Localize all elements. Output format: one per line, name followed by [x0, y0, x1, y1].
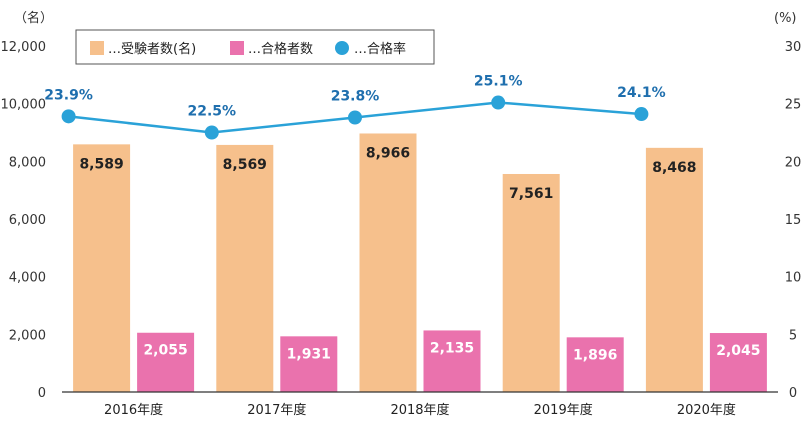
legend-swatch-applicants: [90, 41, 104, 55]
right-tick-label: 25: [785, 98, 802, 113]
left-tick-label: 2,000: [9, 328, 46, 343]
legend-label-pass-rate: …合格率: [354, 41, 406, 57]
bar-label-passers: 2,045: [716, 343, 760, 359]
pass-rate-point: [204, 125, 219, 140]
pass-rate-label: 23.9%: [44, 87, 93, 103]
left-tick-label: 4,000: [9, 271, 46, 286]
legend-marker-pass-rate: [335, 41, 349, 55]
bar-applicants: [359, 133, 417, 392]
bar-label-passers: 1,931: [287, 346, 331, 362]
bar-label-applicants: 8,468: [652, 160, 696, 176]
left-axis-unit: （名）: [14, 10, 53, 26]
pass-rate-label: 22.5%: [188, 104, 237, 120]
legend-swatch-passers: [230, 41, 244, 55]
x-category-label: 2017年度: [247, 402, 306, 418]
bar-label-passers: 2,055: [143, 343, 187, 359]
pass-rate-point: [491, 95, 506, 110]
right-tick-label: 5: [789, 328, 797, 343]
bar-passers: [423, 330, 481, 392]
bar-label-passers: 1,896: [573, 347, 617, 363]
left-tick-label: 6,000: [9, 213, 46, 228]
pass-rate-label: 24.1%: [617, 85, 666, 101]
left-tick-label: 10,000: [1, 98, 47, 113]
right-tick-label: 20: [785, 155, 802, 170]
left-tick-label: 0: [38, 386, 46, 401]
right-tick-label: 15: [785, 213, 802, 228]
bar-label-passers: 2,135: [430, 340, 474, 356]
bar-applicants: [73, 144, 131, 392]
legend-label-applicants: …受験者数(名): [108, 41, 196, 57]
legend-label-passers: …合格者数: [248, 41, 313, 57]
bar-label-applicants: 7,561: [509, 186, 553, 202]
pass-rate-point: [348, 110, 362, 125]
bar-passers: [280, 336, 338, 392]
bar-passers: [566, 337, 624, 392]
bar-applicants: [216, 144, 274, 392]
pass-rate-point: [634, 107, 649, 122]
legend: …受験者数(名) …合格者数 …合格率: [75, 29, 435, 65]
x-category-label: 2019年度: [534, 402, 593, 418]
legend-box: [75, 29, 435, 65]
right-axis-unit: (%): [774, 11, 797, 26]
bar-passers: [709, 333, 767, 392]
pass-rate-label: 25.1%: [474, 74, 523, 90]
bar-applicants: [645, 147, 703, 392]
x-category-label: 2018年度: [390, 402, 449, 418]
bar-passers: [137, 332, 195, 392]
bar-label-applicants: 8,589: [79, 156, 123, 172]
bar-label-applicants: 8,569: [223, 157, 267, 173]
right-tick-label: 30: [785, 40, 802, 55]
pass-rate-point: [61, 109, 76, 124]
x-category-label: 2020年度: [677, 402, 736, 418]
pass-rate-label: 23.8%: [331, 89, 380, 105]
left-tick-label: 12,000: [1, 40, 47, 55]
left-tick-label: 8,000: [9, 155, 46, 170]
bar-applicants: [502, 173, 560, 392]
right-tick-label: 0: [789, 386, 797, 401]
bar-label-applicants: 8,966: [366, 145, 410, 161]
x-category-label: 2016年度: [104, 402, 163, 418]
right-tick-label: 10: [785, 271, 802, 286]
